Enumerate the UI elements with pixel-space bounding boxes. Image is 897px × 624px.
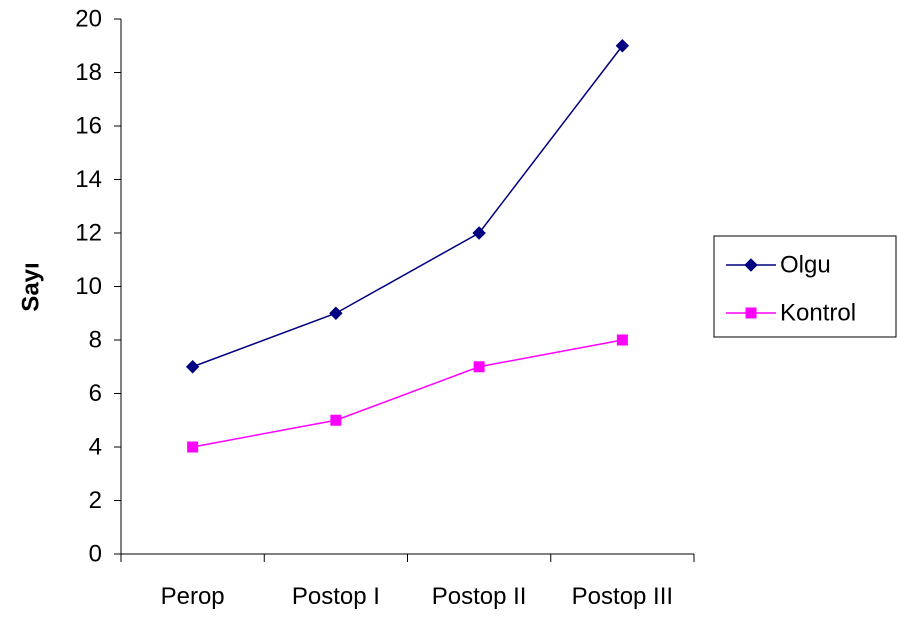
series-layer	[185, 39, 630, 453]
axes	[120, 19, 694, 555]
y-tick-label: 20	[75, 6, 102, 33]
data-point-olgu	[185, 360, 200, 374]
legend: Olgu Kontrol	[713, 235, 897, 338]
y-tick-label: 4	[89, 434, 102, 461]
x-tick-label: Postop I	[292, 583, 380, 610]
data-point-olgu	[615, 39, 630, 53]
y-tick-label: 2	[89, 487, 102, 514]
legend-label-olgu: Olgu	[780, 252, 831, 279]
x-tick-label: Postop III	[572, 583, 673, 610]
legend-item-kontrol: Kontrol	[726, 300, 856, 327]
y-tick-label: 8	[89, 327, 102, 354]
data-point-kontrol	[473, 361, 485, 373]
series-kontrol	[187, 334, 628, 453]
y-tick-label: 6	[89, 380, 102, 407]
data-point-kontrol	[616, 334, 628, 346]
legend-marker-kontrol	[745, 307, 757, 319]
x-ticks: Perop Postop I Postop II Postop III	[120, 554, 695, 610]
series-line-olgu	[192, 45, 623, 368]
y-axis-title: Sayı	[17, 262, 44, 311]
legend-marker-olgu	[744, 258, 758, 272]
y-ticks: 0 2 4 6 8 10 12 14 16 18 20	[75, 6, 121, 568]
y-tick-label: 14	[75, 166, 102, 193]
y-tick-label: 12	[75, 220, 102, 247]
data-point-olgu	[329, 306, 343, 320]
series-olgu	[185, 39, 630, 374]
x-tick-label: Postop II	[432, 583, 527, 610]
y-tick-label: 18	[75, 59, 102, 86]
legend-box	[713, 235, 897, 338]
y-tick-label: 16	[75, 113, 102, 140]
series-line-kontrol	[192, 339, 623, 448]
legend-item-olgu: Olgu	[726, 252, 831, 279]
x-tick-label: Perop	[161, 583, 225, 610]
legend-label-kontrol: Kontrol	[780, 300, 856, 327]
data-point-olgu	[472, 226, 486, 240]
y-tick-label: 0	[89, 541, 102, 568]
data-point-kontrol	[330, 414, 342, 426]
y-tick-label: 10	[75, 273, 102, 300]
data-point-kontrol	[187, 441, 199, 453]
